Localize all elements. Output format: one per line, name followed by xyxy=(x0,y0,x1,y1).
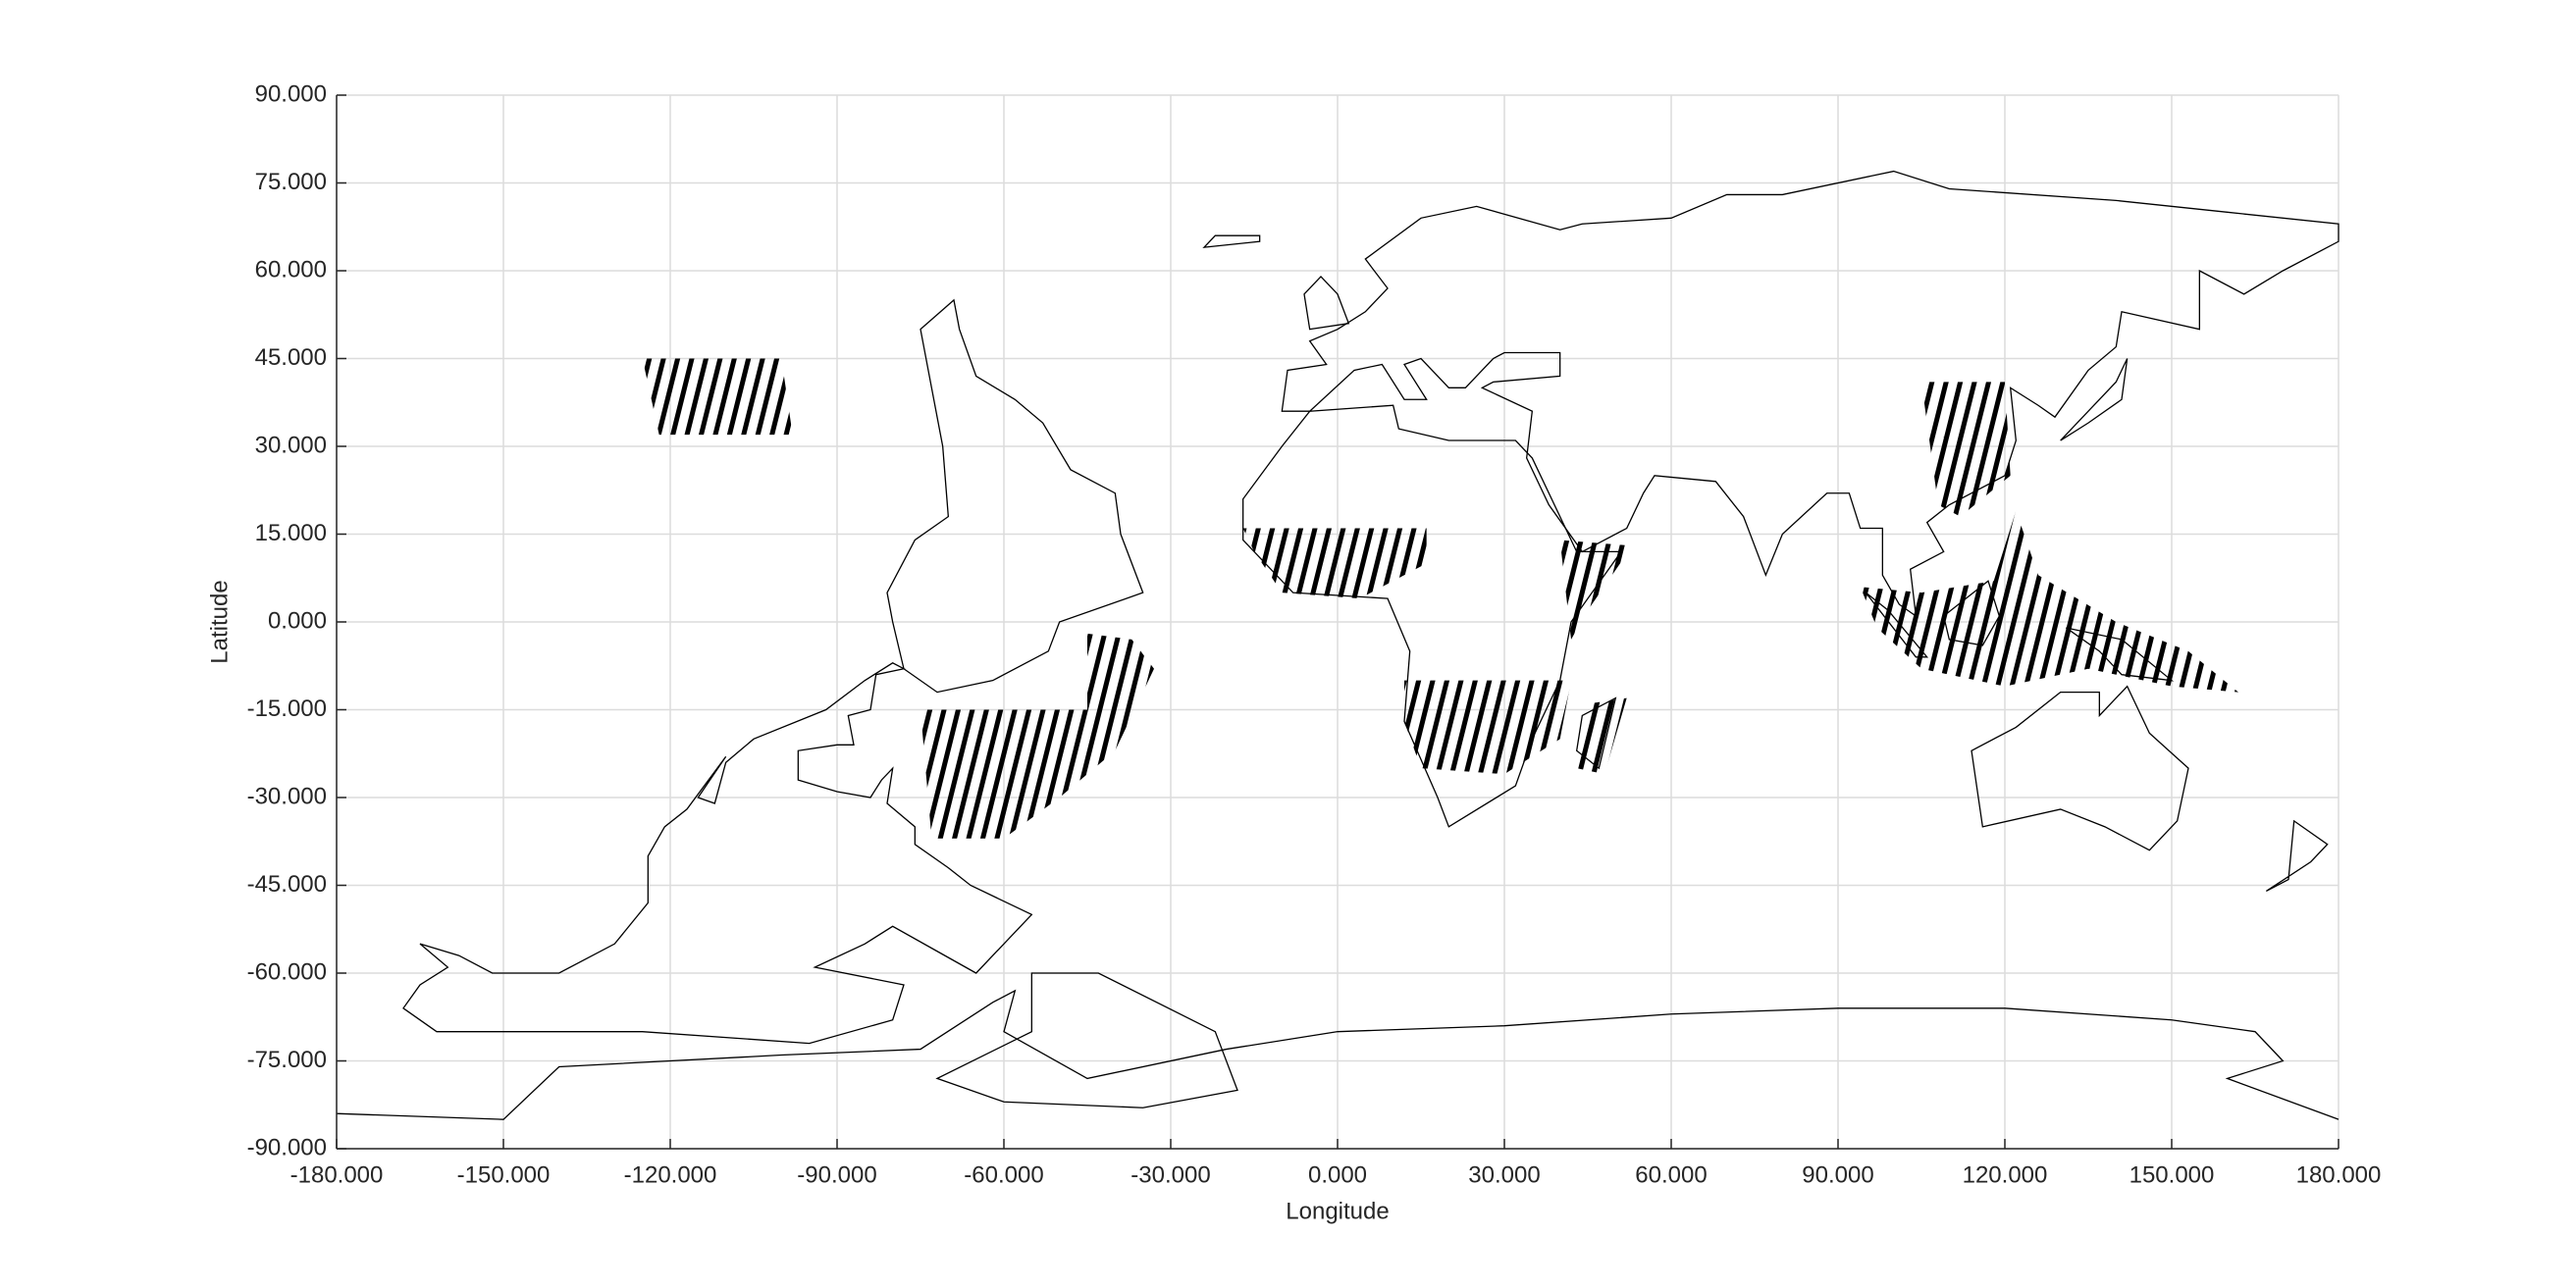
x-tick-label: -90.000 xyxy=(797,1161,876,1188)
hatched-region xyxy=(1559,540,1633,640)
y-tick-label: 30.000 xyxy=(255,432,327,458)
coastline xyxy=(2061,358,2128,440)
grid xyxy=(336,94,2339,1150)
hatched-region xyxy=(642,358,793,436)
hatched-region xyxy=(1860,510,2238,693)
hatched-region xyxy=(1921,382,2011,517)
x-tick-label: -180.000 xyxy=(290,1161,384,1188)
coastline xyxy=(403,663,1031,1044)
x-tick-label: -120.000 xyxy=(624,1161,717,1188)
y-tick-label: 90.000 xyxy=(255,80,327,107)
y-tick-label: 60.000 xyxy=(255,256,327,283)
x-tick-label: 120.000 xyxy=(1963,1161,2048,1188)
y-tick-label: -75.000 xyxy=(247,1047,327,1073)
x-tick-label: 30.000 xyxy=(1468,1161,1540,1188)
x-tick-label: 90.000 xyxy=(1802,1161,1873,1188)
y-tick-label: 0.000 xyxy=(268,607,327,634)
hatched-region xyxy=(1576,697,1627,775)
y-tick-label: -30.000 xyxy=(247,783,327,809)
coastline xyxy=(1243,405,1621,827)
x-tick-label: -30.000 xyxy=(1130,1161,1210,1188)
coastline xyxy=(337,991,2339,1119)
x-tick-label: 180.000 xyxy=(2296,1161,2382,1188)
y-tick-label: -45.000 xyxy=(247,871,327,898)
coastline xyxy=(1304,277,1348,330)
y-tick-label: 75.000 xyxy=(255,169,327,195)
hatched-region xyxy=(1404,680,1571,775)
x-tick-label: -60.000 xyxy=(964,1161,1043,1188)
axes: -180.000 -150.000 -120.000 -90.000 -60.000 -3… xyxy=(247,80,2382,1188)
y-tick-label: -60.000 xyxy=(247,958,327,985)
hatched-region xyxy=(920,633,1154,839)
x-tick-label: 150.000 xyxy=(2129,1161,2215,1188)
y-axis-label: Latitude xyxy=(206,580,233,663)
y-tick-label: -90.000 xyxy=(247,1134,327,1160)
coastline xyxy=(1282,172,2339,616)
x-tick-label: -150.000 xyxy=(457,1161,551,1188)
x-axis-label: Longitude xyxy=(1286,1198,1389,1224)
x-tick-label: 60.000 xyxy=(1635,1161,1707,1188)
regions xyxy=(642,358,2238,839)
coastline xyxy=(937,973,1237,1108)
hatched-region xyxy=(1242,528,1427,599)
y-tick-label: -15.000 xyxy=(247,696,327,722)
x-tick-label: 0.000 xyxy=(1308,1161,1367,1188)
coastline xyxy=(1971,687,2188,850)
y-tick-label: 45.000 xyxy=(255,344,327,371)
coastline xyxy=(887,300,1143,693)
y-tick-label: 15.000 xyxy=(255,520,327,546)
